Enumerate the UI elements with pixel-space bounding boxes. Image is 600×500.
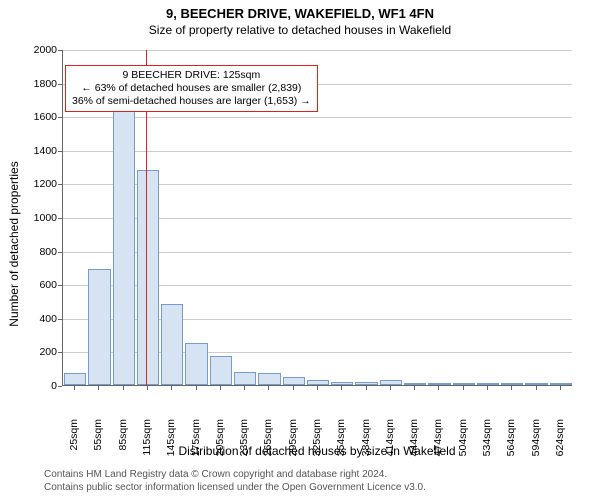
gridline bbox=[63, 151, 572, 152]
x-tick-mark bbox=[196, 386, 197, 390]
y-tick-label: 1000 bbox=[17, 212, 57, 224]
x-tick-mark bbox=[560, 386, 561, 390]
histogram-bar bbox=[210, 356, 232, 385]
histogram-bar bbox=[331, 382, 353, 385]
histogram-bar bbox=[88, 269, 110, 385]
histogram-bar bbox=[185, 343, 207, 385]
plot-area: 9 BEECHER DRIVE: 125sqm← 63% of detached… bbox=[62, 50, 572, 386]
x-tick-mark bbox=[171, 386, 172, 390]
y-tick-label: 1800 bbox=[17, 78, 57, 90]
y-tick-mark bbox=[58, 386, 62, 387]
page-subtitle: Size of property relative to detached ho… bbox=[0, 21, 600, 37]
x-tick-mark bbox=[220, 386, 221, 390]
histogram-bar bbox=[525, 383, 547, 385]
histogram-bar bbox=[258, 373, 280, 385]
x-tick-mark bbox=[123, 386, 124, 390]
x-tick-mark bbox=[293, 386, 294, 390]
footer-line-2: Contains public sector information licen… bbox=[44, 481, 426, 494]
x-tick-mark bbox=[487, 386, 488, 390]
histogram-bar bbox=[453, 383, 475, 385]
histogram-bar bbox=[234, 372, 256, 385]
histogram-bar bbox=[428, 383, 450, 385]
page-title: 9, BEECHER DRIVE, WAKEFIELD, WF1 4FN bbox=[0, 0, 600, 21]
x-tick-mark bbox=[366, 386, 367, 390]
histogram-bar bbox=[283, 377, 305, 385]
x-axis-title: Distribution of detached houses by size … bbox=[62, 444, 572, 458]
callout-line: 36% of semi-detached houses are larger (… bbox=[72, 95, 311, 108]
y-tick-label: 0 bbox=[17, 380, 57, 392]
callout-line: 9 BEECHER DRIVE: 125sqm bbox=[72, 69, 311, 82]
histogram-bar bbox=[113, 109, 135, 385]
histogram-bar bbox=[307, 380, 329, 385]
y-tick-label: 200 bbox=[17, 346, 57, 358]
y-tick-label: 1200 bbox=[17, 178, 57, 190]
x-tick-mark bbox=[317, 386, 318, 390]
y-tick-label: 2000 bbox=[17, 44, 57, 56]
y-tick-label: 800 bbox=[17, 246, 57, 258]
histogram-bar bbox=[137, 170, 159, 385]
histogram-bar bbox=[64, 373, 86, 385]
gridline bbox=[63, 117, 572, 118]
x-tick-mark bbox=[438, 386, 439, 390]
histogram-bar bbox=[501, 383, 523, 385]
x-tick-mark bbox=[536, 386, 537, 390]
histogram-bar bbox=[404, 383, 426, 385]
x-tick-mark bbox=[98, 386, 99, 390]
callout-line: ← 63% of detached houses are smaller (2,… bbox=[72, 82, 311, 95]
histogram-bar bbox=[477, 383, 499, 385]
y-tick-label: 1600 bbox=[17, 111, 57, 123]
y-tick-label: 400 bbox=[17, 313, 57, 325]
x-tick-mark bbox=[390, 386, 391, 390]
y-tick-label: 600 bbox=[17, 279, 57, 291]
x-tick-mark bbox=[341, 386, 342, 390]
x-tick-mark bbox=[74, 386, 75, 390]
footer-line-1: Contains HM Land Registry data © Crown c… bbox=[44, 468, 426, 481]
histogram-chart: Number of detached properties 0200400600… bbox=[0, 44, 600, 444]
attribution-footer: Contains HM Land Registry data © Crown c… bbox=[44, 468, 426, 494]
x-tick-mark bbox=[511, 386, 512, 390]
gridline bbox=[63, 50, 572, 51]
y-tick-label: 1400 bbox=[17, 145, 57, 157]
histogram-bar bbox=[161, 304, 183, 385]
histogram-bar bbox=[550, 383, 572, 385]
marker-callout: 9 BEECHER DRIVE: 125sqm← 63% of detached… bbox=[65, 65, 318, 112]
x-tick-mark bbox=[414, 386, 415, 390]
x-tick-mark bbox=[268, 386, 269, 390]
x-tick-mark bbox=[463, 386, 464, 390]
x-tick-mark bbox=[147, 386, 148, 390]
histogram-bar bbox=[380, 380, 402, 385]
histogram-bar bbox=[355, 382, 377, 385]
x-tick-mark bbox=[244, 386, 245, 390]
